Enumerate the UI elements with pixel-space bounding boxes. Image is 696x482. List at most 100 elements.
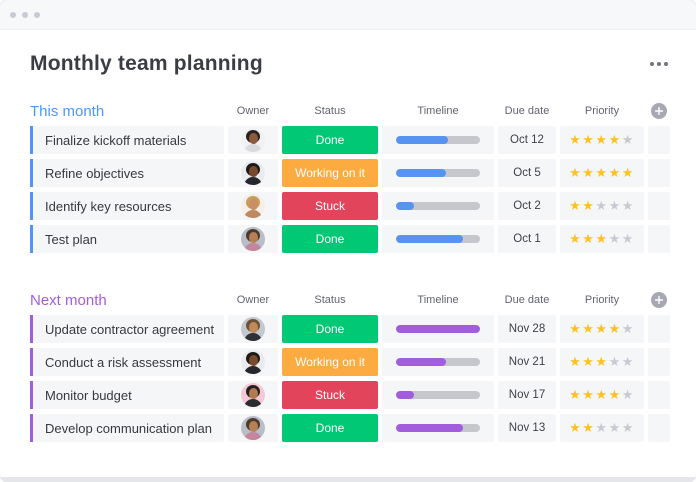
timeline-bar: [396, 325, 480, 333]
priority-stars-filled: ★★★: [569, 231, 609, 246]
section-title[interactable]: Next month: [30, 291, 107, 309]
task-name-cell[interactable]: Develop communication plan: [30, 414, 224, 442]
task-name-cell[interactable]: Monitor budget: [30, 381, 224, 409]
priority-cell[interactable]: ★★★★★: [560, 315, 644, 343]
status-cell[interactable]: Working on it: [282, 159, 378, 187]
timeline-bar: [396, 424, 480, 432]
timeline-bar: [396, 235, 480, 243]
column-header-timeline: Timeline: [417, 105, 459, 117]
status-cell[interactable]: Done: [282, 315, 378, 343]
section-header-row: Next month Owner Status Timeline Due dat…: [30, 291, 670, 309]
timeline-cell[interactable]: [382, 315, 494, 343]
table-row: Update contractor agreement Done Nov 28 …: [30, 315, 670, 343]
section-next-month: Next month Owner Status Timeline Due dat…: [30, 291, 670, 442]
column-header-priority: Priority: [584, 294, 620, 306]
column-header-status: Status: [314, 294, 346, 306]
status-cell[interactable]: Stuck: [282, 381, 378, 409]
task-name-cell[interactable]: Conduct a risk assessment: [30, 348, 224, 376]
priority-cell[interactable]: ★★★★★: [560, 159, 644, 187]
add-column-button[interactable]: [651, 292, 667, 308]
table-row: Test plan Done Oct 1 ★★★ ★★: [30, 225, 670, 253]
owner-cell[interactable]: [228, 414, 278, 442]
extra-cell: [648, 381, 670, 409]
board-header: Monthly team planning: [30, 52, 670, 76]
timeline-cell[interactable]: [382, 381, 494, 409]
extra-cell: [648, 126, 670, 154]
owner-avatar: [241, 194, 265, 218]
table-row: Identify key resources Stuck Oct 2 ★★ ★★★: [30, 192, 670, 220]
status-cell[interactable]: Done: [282, 126, 378, 154]
priority-cell[interactable]: ★★★★★: [560, 126, 644, 154]
timeline-cell[interactable]: [382, 159, 494, 187]
due-date-cell[interactable]: Oct 1: [498, 225, 556, 253]
window-control-dot[interactable]: [34, 11, 40, 18]
owner-avatar: [241, 350, 265, 374]
page-title: Monthly team planning: [30, 52, 263, 75]
task-name-cell[interactable]: Refine objectives: [30, 159, 224, 187]
timeline-bar: [396, 202, 480, 210]
priority-cell[interactable]: ★★★★★: [560, 225, 644, 253]
priority-stars-filled: ★★: [569, 198, 596, 213]
table-row: Conduct a risk assessment Working on it …: [30, 348, 670, 376]
priority-stars-empty: ★★: [608, 231, 635, 246]
owner-avatar: [241, 416, 265, 440]
task-name-cell[interactable]: Finalize kickoff materials: [30, 126, 224, 154]
owner-cell[interactable]: [228, 159, 278, 187]
column-header-timeline: Timeline: [417, 294, 459, 306]
priority-cell[interactable]: ★★★★★: [560, 348, 644, 376]
priority-cell[interactable]: ★★★★★: [560, 414, 644, 442]
owner-avatar: [241, 161, 265, 185]
status-cell[interactable]: Stuck: [282, 192, 378, 220]
owner-cell[interactable]: [228, 192, 278, 220]
task-name-cell[interactable]: Update contractor agreement: [30, 315, 224, 343]
due-date-cell[interactable]: Nov 28: [498, 315, 556, 343]
priority-cell[interactable]: ★★★★★: [560, 381, 644, 409]
window-control-dot[interactable]: [22, 11, 28, 18]
add-column-button[interactable]: [651, 103, 667, 119]
extra-cell: [648, 348, 670, 376]
due-date-cell[interactable]: Nov 21: [498, 348, 556, 376]
owner-avatar: [241, 383, 265, 407]
timeline-cell[interactable]: [382, 225, 494, 253]
task-name-cell[interactable]: Identify key resources: [30, 192, 224, 220]
owner-cell[interactable]: [228, 225, 278, 253]
extra-cell: [648, 225, 670, 253]
extra-cell: [648, 159, 670, 187]
owner-avatar: [241, 128, 265, 152]
priority-stars-filled: ★★★★: [569, 132, 622, 147]
due-date-cell[interactable]: Nov 17: [498, 381, 556, 409]
table-row: Develop communication plan Done Nov 13 ★…: [30, 414, 670, 442]
priority-stars-empty: ★★★: [595, 420, 635, 435]
due-date-cell[interactable]: Oct 2: [498, 192, 556, 220]
timeline-cell[interactable]: [382, 414, 494, 442]
timeline-bar: [396, 391, 480, 399]
timeline-bar: [396, 358, 480, 366]
due-date-cell[interactable]: Oct 12: [498, 126, 556, 154]
status-cell[interactable]: Working on it: [282, 348, 378, 376]
owner-avatar: [241, 317, 265, 341]
timeline-bar: [396, 169, 480, 177]
timeline-cell[interactable]: [382, 192, 494, 220]
window-titlebar: [0, 0, 696, 30]
priority-cell[interactable]: ★★★★★: [560, 192, 644, 220]
owner-cell[interactable]: [228, 381, 278, 409]
timeline-cell[interactable]: [382, 348, 494, 376]
section-this-month: This month Owner Status Timeline Due dat…: [30, 102, 670, 253]
table-row: Finalize kickoff materials Done Oct 12 ★…: [30, 126, 670, 154]
status-cell[interactable]: Done: [282, 225, 378, 253]
owner-cell[interactable]: [228, 315, 278, 343]
task-name-cell[interactable]: Test plan: [30, 225, 224, 253]
section-title[interactable]: This month: [30, 102, 105, 120]
priority-stars-filled: ★★★★★: [569, 165, 635, 180]
ellipsis-menu-icon[interactable]: [648, 56, 670, 72]
bottom-edge-strip: [0, 477, 696, 482]
due-date-cell[interactable]: Oct 5: [498, 159, 556, 187]
owner-cell[interactable]: [228, 348, 278, 376]
priority-stars-empty: ★: [621, 132, 635, 147]
due-date-cell[interactable]: Nov 13: [498, 414, 556, 442]
status-cell[interactable]: Done: [282, 414, 378, 442]
owner-cell[interactable]: [228, 126, 278, 154]
timeline-cell[interactable]: [382, 126, 494, 154]
window-control-dot[interactable]: [10, 11, 16, 18]
